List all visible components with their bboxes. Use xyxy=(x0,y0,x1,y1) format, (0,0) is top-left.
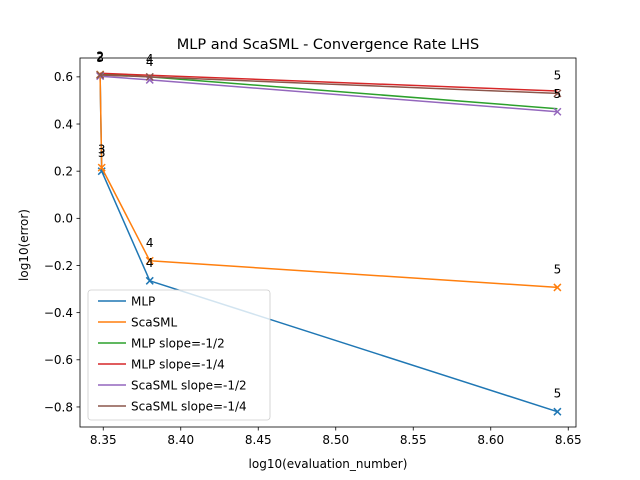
y-tick-label: 0.0 xyxy=(54,212,73,226)
series-point-6 xyxy=(96,70,105,80)
data-label: 2 xyxy=(96,50,104,64)
data-label: 5 xyxy=(554,262,562,276)
y-tick-label: −0.8 xyxy=(44,400,73,414)
series-point-2 xyxy=(145,256,154,265)
data-label: 4 xyxy=(146,55,154,69)
series-point-6 xyxy=(553,89,562,98)
legend-entry: ScaSML xyxy=(131,316,178,330)
x-tick-label: 8.45 xyxy=(245,433,272,447)
x-tick-label: 8.40 xyxy=(167,433,194,447)
series-point-2 xyxy=(97,163,106,172)
x-tick-label: 8.55 xyxy=(400,433,427,447)
series-point-1 xyxy=(553,407,562,416)
y-tick-label: −0.6 xyxy=(44,353,73,367)
y-tick-label: 0.2 xyxy=(54,164,73,178)
data-label: 2 xyxy=(96,50,104,64)
x-tick-label: 8.60 xyxy=(477,433,504,447)
plot-frame xyxy=(79,57,577,428)
series-point-1 xyxy=(145,276,154,285)
data-label: 3 xyxy=(98,143,106,157)
data-label: 3 xyxy=(98,146,106,160)
legend-entry: MLP slope=-1/4 xyxy=(131,358,225,372)
series-point-6 xyxy=(145,72,154,81)
legend-entry: ScaSML slope=-1/2 xyxy=(131,379,247,393)
x-tick-label: 8.35 xyxy=(90,433,117,447)
series-point-2 xyxy=(553,283,562,292)
series-point-5 xyxy=(96,72,105,81)
plot-area: 8.35 8.40 8.45 8.50 8.55 8.60 8.65 −0.8 −0.6 −0.4… xyxy=(44,50,582,447)
data-label: 5 xyxy=(554,87,562,101)
data-label: 3 xyxy=(96,51,104,65)
legend-entry: MLP xyxy=(131,295,155,309)
data-label: 5 xyxy=(554,68,562,82)
series-line-2 xyxy=(99,74,558,289)
legend-entry: MLP slope=-1/2 xyxy=(131,337,225,351)
y-tick-label: −0.2 xyxy=(44,259,73,273)
y-tick-label: 0.6 xyxy=(54,70,73,84)
x-tick-label: 8.65 xyxy=(555,433,582,447)
data-label: 5 xyxy=(554,387,562,401)
legend-entry: ScaSML slope=-1/4 xyxy=(131,400,247,414)
y-tick-label: −0.4 xyxy=(44,306,73,320)
data-label: 4 xyxy=(146,52,154,66)
legend-box xyxy=(87,289,271,421)
data-label: 4 xyxy=(146,236,154,250)
x-axis-label: log10(evaluation_number) xyxy=(249,457,408,471)
y-axis-label: log10(error) xyxy=(17,209,31,281)
chart-title: MLP and ScaSML - Convergence Rate LHS xyxy=(177,37,479,53)
series-line-4 xyxy=(100,72,558,92)
data-label: 4 xyxy=(146,256,154,270)
series-point-5 xyxy=(553,107,562,116)
x-tick-label: 8.50 xyxy=(322,433,349,447)
y-tick-label: 0.4 xyxy=(54,117,73,131)
data-label: 2 xyxy=(96,50,104,64)
